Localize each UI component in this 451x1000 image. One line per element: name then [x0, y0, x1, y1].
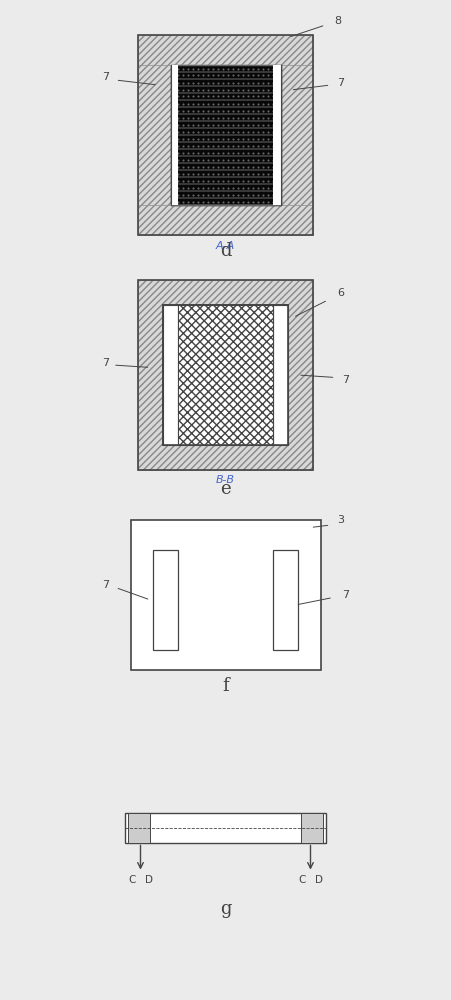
Text: 6: 6	[337, 288, 344, 298]
Text: 3: 3	[337, 515, 344, 525]
Bar	[170, 65, 281, 205]
Bar	[138, 35, 313, 65]
Bar	[138, 35, 313, 235]
Bar	[273, 65, 281, 205]
Bar	[138, 280, 313, 470]
Text: 7: 7	[342, 590, 349, 600]
Bar	[128, 812, 151, 842]
Bar	[153, 550, 178, 650]
Bar	[163, 305, 288, 445]
Text: g: g	[220, 900, 231, 918]
Text: D: D	[145, 875, 153, 885]
Bar	[178, 305, 273, 445]
Text: e: e	[220, 480, 231, 497]
Bar	[138, 65, 170, 205]
Bar	[163, 305, 178, 445]
Bar	[300, 812, 323, 842]
Text: d: d	[220, 242, 231, 260]
Bar	[273, 550, 298, 650]
Text: f: f	[222, 677, 229, 695]
Text: C: C	[128, 875, 135, 885]
Bar	[163, 305, 288, 445]
Bar	[281, 65, 313, 205]
Bar	[170, 65, 178, 205]
Text: D: D	[315, 875, 323, 885]
Bar	[138, 205, 313, 235]
Text: A-A: A-A	[216, 241, 235, 251]
Text: C: C	[298, 875, 305, 885]
Text: 7: 7	[337, 78, 344, 88]
Text: 7: 7	[102, 73, 109, 83]
Bar	[170, 65, 281, 205]
Text: 7: 7	[342, 375, 349, 385]
Text: B-B: B-B	[216, 475, 235, 485]
Bar	[125, 812, 326, 842]
Bar	[273, 305, 288, 445]
Text: 7: 7	[102, 580, 109, 590]
Text: 8: 8	[335, 16, 341, 26]
Bar	[138, 280, 313, 470]
Bar	[130, 520, 321, 670]
Text: 7: 7	[102, 358, 109, 367]
